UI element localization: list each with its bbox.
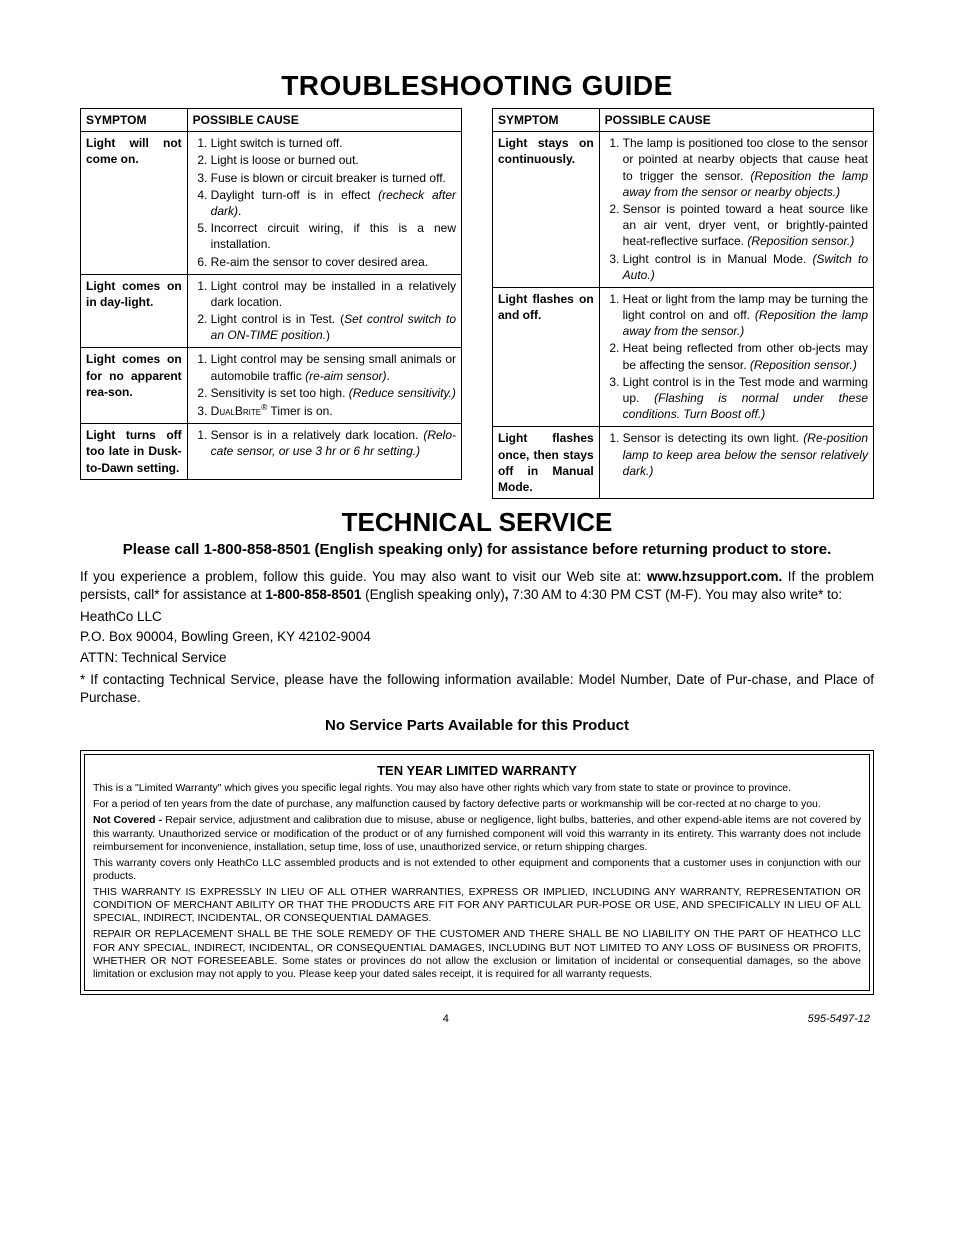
th-symptom: SYMPTOM	[493, 109, 600, 132]
th-cause: POSSIBLE CAUSE	[599, 109, 873, 132]
tables-container: SYMPTOM POSSIBLE CAUSE Light will not co…	[80, 108, 874, 499]
address-line-3: ATTN: Technical Service	[80, 649, 874, 667]
warranty-p3: Not Covered - Repair service, adjustment…	[93, 814, 861, 853]
tech-paragraph-1: If you experience a problem, follow this…	[80, 568, 874, 604]
page-number: 4	[84, 1013, 808, 1025]
cause-cell: Sensor is in a relatively dark location.…	[187, 424, 461, 480]
warranty-title: TEN YEAR LIMITED WARRANTY	[93, 763, 861, 778]
warranty-inner: TEN YEAR LIMITED WARRANTY This is a "Lim…	[84, 754, 870, 991]
symptom-cell: Light flashes on and off.	[493, 287, 600, 427]
symptom-cell: Light comes on in day-light.	[81, 274, 188, 348]
table-row: Light comes on in day-light.Light contro…	[81, 274, 462, 348]
cause-cell: The lamp is positioned too close to the …	[599, 132, 873, 288]
trouble-table-left: SYMPTOM POSSIBLE CAUSE Light will not co…	[80, 108, 462, 480]
table-row: Light stays on continuously.The lamp is …	[493, 132, 874, 288]
technical-subheading: Please call 1-800-858-8501 (English spea…	[80, 540, 874, 560]
warranty-box: TEN YEAR LIMITED WARRANTY This is a "Lim…	[80, 750, 874, 995]
table-row: Light flashes once, then stays off in Ma…	[493, 427, 874, 499]
no-parts-notice: No Service Parts Available for this Prod…	[80, 717, 874, 734]
warranty-p5: THIS WARRANTY IS EXPRESSLY IN LIEU OF AL…	[93, 886, 861, 925]
doc-code: 595-5497-12	[808, 1013, 870, 1025]
page-footer: 4 595-5497-12	[80, 1013, 874, 1025]
trouble-table-right: SYMPTOM POSSIBLE CAUSE Light stays on co…	[492, 108, 874, 499]
cause-cell: Light switch is turned off.Light is loos…	[187, 132, 461, 275]
left-tbody: Light will not come on.Light switch is t…	[81, 132, 462, 480]
warranty-p6: REPAIR OR REPLACEMENT SHALL BE THE SOLE …	[93, 928, 861, 981]
warranty-p2: For a period of ten years from the date …	[93, 798, 861, 811]
cause-cell: Heat or light from the lamp may be turni…	[599, 287, 873, 427]
technical-service-title: TECHNICAL SERVICE	[80, 507, 874, 538]
warranty-p4: This warranty covers only HeathCo LLC as…	[93, 857, 861, 883]
right-tbody: Light stays on continuously.The lamp is …	[493, 132, 874, 499]
warranty-p1: This is a "Limited Warranty" which gives…	[93, 782, 861, 795]
tech-paragraph-2: * If contacting Technical Service, pleas…	[80, 671, 874, 707]
th-symptom: SYMPTOM	[81, 109, 188, 132]
symptom-cell: Light will not come on.	[81, 132, 188, 275]
symptom-cell: Light flashes once, then stays off in Ma…	[493, 427, 600, 499]
table-row: Light will not come on.Light switch is t…	[81, 132, 462, 275]
symptom-cell: Light turns off too late in Dusk-to-Dawn…	[81, 424, 188, 480]
cause-cell: Light control may be sensing small anima…	[187, 348, 461, 424]
address-line-2: P.O. Box 90004, Bowling Green, KY 42102-…	[80, 628, 874, 646]
th-cause: POSSIBLE CAUSE	[187, 109, 461, 132]
cause-cell: Light control may be installed in a rela…	[187, 274, 461, 348]
symptom-cell: Light comes on for no apparent rea-son.	[81, 348, 188, 424]
table-row: Light turns off too late in Dusk-to-Dawn…	[81, 424, 462, 480]
symptom-cell: Light stays on continuously.	[493, 132, 600, 288]
cause-cell: Sensor is detecting its own light. (Re-p…	[599, 427, 873, 499]
table-row: Light flashes on and off.Heat or light f…	[493, 287, 874, 427]
troubleshooting-title: TROUBLESHOOTING GUIDE	[80, 70, 874, 102]
table-row: Light comes on for no apparent rea-son.L…	[81, 348, 462, 424]
address-line-1: HeathCo LLC	[80, 608, 874, 626]
